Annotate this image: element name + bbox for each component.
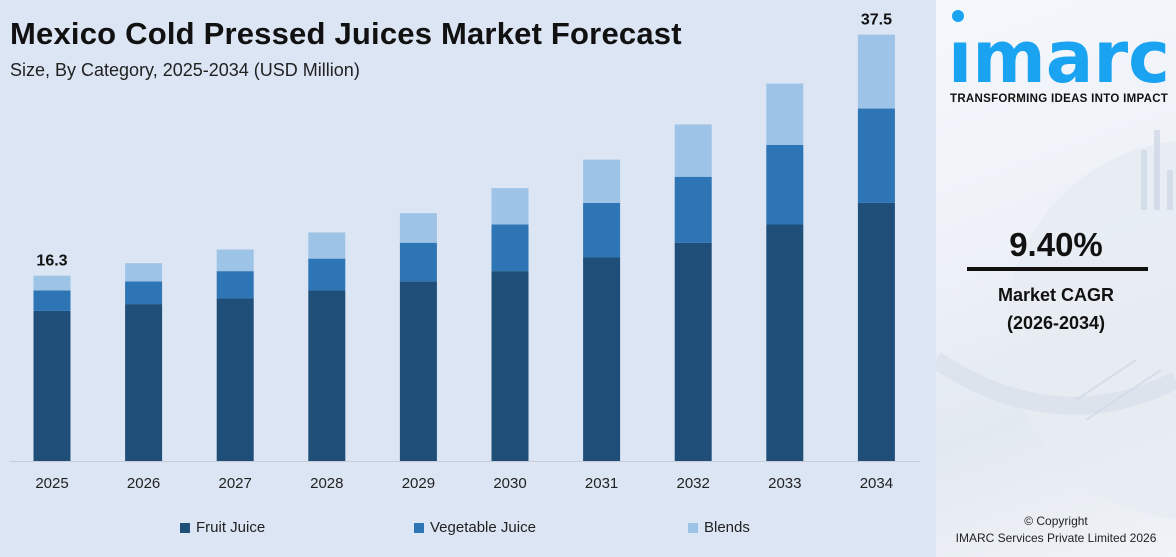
svg-text:ımarc: ımarc	[948, 15, 1170, 90]
bar-vegetable-juice-2027	[216, 271, 254, 299]
bar-blends-2027	[216, 249, 254, 272]
x-tick-label: 2030	[493, 475, 526, 492]
legend: Fruit Juice Vegetable Juice Blends	[0, 519, 936, 539]
bar-blends-2029	[399, 213, 437, 243]
bar-fruit-juice-2028	[308, 290, 346, 461]
legend-swatch	[180, 522, 190, 533]
bar-vegetable-juice-2032	[674, 176, 712, 243]
imarc-logo: ımarc	[948, 10, 1170, 90]
data-label: 37.5	[861, 12, 892, 29]
legend-swatch	[688, 522, 698, 533]
x-tick-label: 2026	[127, 475, 160, 492]
bar-fruit-juice-2026	[125, 304, 163, 461]
bar-blends-2026	[125, 263, 163, 282]
legend-item-fruit-juice: Fruit Juice	[180, 519, 265, 536]
legend-swatch	[414, 522, 424, 533]
bar-vegetable-juice-2030	[491, 224, 529, 272]
bar-fruit-juice-2027	[216, 298, 254, 461]
bar-vegetable-juice-2033	[766, 144, 804, 225]
bar-vegetable-juice-2025	[33, 290, 71, 311]
bar-vegetable-juice-2034	[857, 108, 895, 203]
bar-blends-2034	[857, 34, 895, 109]
bar-blends-2033	[766, 83, 804, 145]
x-tick-label: 2032	[677, 475, 710, 492]
x-tick-label: 2028	[310, 475, 343, 492]
bar-blends-2028	[308, 232, 346, 259]
x-tick-label: 2033	[768, 475, 801, 492]
divider	[967, 267, 1148, 271]
legend-label: Fruit Juice	[196, 519, 266, 536]
chart-panel: Mexico Cold Pressed Juices Market Foreca…	[0, 11, 936, 539]
bar-vegetable-juice-2031	[583, 202, 621, 258]
bar-fruit-juice-2029	[399, 281, 437, 461]
x-tick-label: 2025	[35, 475, 68, 492]
stacked-bar-chart: 2025 16.3 2026 2027 2028 2029 2030 2031 2032 2033…	[10, 12, 920, 492]
data-label: 16.3	[36, 253, 67, 270]
x-tick-label: 2034	[860, 475, 893, 492]
legend-item-vegetable-juice: Vegetable Juice	[414, 519, 536, 536]
bar-blends-2031	[583, 159, 621, 203]
background-chart-decoration-icon	[936, 130, 1176, 519]
logo-tagline: TRANSFORMING IDEAS INTO IMPACT	[950, 93, 1169, 105]
legend-item-blends: Blends	[688, 519, 750, 536]
cagr-label: Market CAGR	[997, 285, 1115, 305]
bar-fruit-juice-2031	[583, 257, 621, 461]
bar-fruit-juice-2025	[33, 310, 71, 461]
bar-blends-2032	[674, 124, 712, 177]
legend-label: Blends	[704, 519, 750, 536]
copyright-line: © Copyright	[1024, 514, 1088, 528]
info-panel: ımarc TRANSFORMING IDEAS INTO IMPACT 9.4…	[936, 0, 1176, 557]
x-tick-label: 2029	[402, 475, 435, 492]
bar-fruit-juice-2034	[857, 202, 895, 461]
bar-vegetable-juice-2029	[399, 242, 437, 282]
bar-fruit-juice-2033	[766, 224, 804, 461]
bar-vegetable-juice-2026	[125, 281, 163, 305]
chart-title: Mexico Cold Pressed Juices Market Foreca…	[10, 16, 682, 51]
legend-label: Vegetable Juice	[430, 519, 536, 536]
copyright-owner: IMARC Services Private Limited 2026	[955, 531, 1157, 545]
bar-blends-2030	[491, 188, 529, 225]
bar-fruit-juice-2032	[674, 242, 712, 461]
cagr-value: 9.40%	[1009, 226, 1103, 263]
bar-vegetable-juice-2028	[308, 258, 346, 291]
x-tick-label: 2027	[219, 475, 252, 492]
bar-fruit-juice-2030	[491, 271, 529, 461]
x-tick-label: 2031	[585, 475, 618, 492]
bar-blends-2025	[33, 275, 71, 291]
cagr-period: (2026-2034)	[1006, 313, 1106, 333]
chart-subtitle: Size, By Category, 2025-2034 (USD Millio…	[10, 60, 360, 80]
